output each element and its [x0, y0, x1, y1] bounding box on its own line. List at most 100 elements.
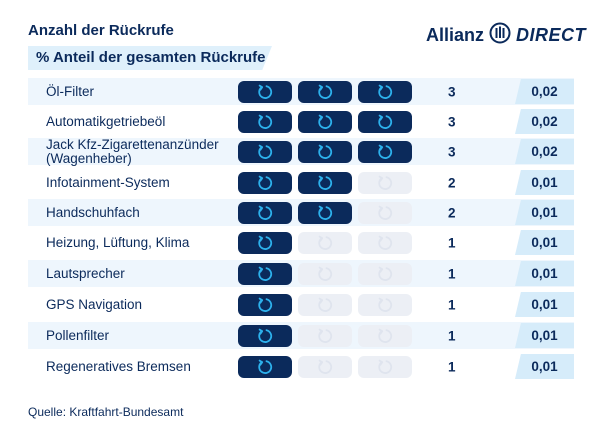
recall-pill-empty — [358, 171, 412, 194]
recall-pill-filled — [238, 140, 292, 163]
recall-refresh-icon — [318, 359, 333, 374]
recall-refresh-icon — [318, 144, 333, 159]
recall-share: 0,01 — [515, 261, 574, 286]
recall-refresh-icon — [318, 114, 333, 129]
recall-pill-empty — [298, 355, 352, 378]
table-row: Regeneratives Bremsen 1 0,01 — [28, 353, 574, 380]
recall-share: 0,01 — [515, 230, 574, 255]
allianz-eagle-icon — [489, 22, 511, 49]
recall-refresh-icon — [318, 328, 333, 343]
row-label: Handschuhfach — [46, 204, 140, 220]
recall-pill-filled — [358, 80, 412, 103]
recall-pill-empty — [358, 324, 412, 347]
row-label: Heizung, Lüftung, Klima — [46, 234, 190, 250]
recall-pill-filled — [298, 110, 352, 133]
recall-refresh-icon — [258, 114, 273, 129]
recall-refresh-icon — [258, 175, 273, 190]
recall-refresh-icon — [378, 205, 393, 220]
recall-pill-filled — [238, 171, 292, 194]
table-row: Öl-Filter 3 0,02 — [28, 78, 574, 105]
recall-pill-empty — [298, 324, 352, 347]
recall-refresh-icon — [258, 328, 273, 343]
recall-refresh-icon — [258, 235, 273, 250]
recall-pill-filled — [238, 293, 292, 316]
recall-share: 0,01 — [515, 200, 574, 225]
recall-pill-filled — [298, 171, 352, 194]
recall-count: 2 — [448, 175, 456, 190]
table-row: GPS Navigation 1 0,01 — [28, 291, 574, 318]
recall-share: 0,02 — [515, 79, 574, 104]
recall-share: 0,01 — [515, 292, 574, 317]
recall-refresh-icon — [258, 359, 273, 374]
recall-refresh-icon — [378, 114, 393, 129]
recall-pill-filled — [238, 231, 292, 254]
recall-pill-filled — [358, 110, 412, 133]
recall-refresh-icon — [318, 266, 333, 281]
table-row: Pollenfilter 1 0,01 — [28, 322, 574, 349]
recall-count: 1 — [448, 328, 456, 343]
recall-refresh-icon — [378, 297, 393, 312]
recall-pill-empty — [358, 262, 412, 285]
row-label: Infotainment-System — [46, 174, 170, 190]
recall-count: 2 — [448, 205, 456, 220]
recall-refresh-icon — [258, 144, 273, 159]
recall-pill-filled — [298, 201, 352, 224]
recall-pill-empty — [358, 231, 412, 254]
recall-count: 1 — [448, 266, 456, 281]
recall-count: 1 — [448, 359, 456, 374]
table-row: Automatikgetriebeöl 3 0,02 — [28, 108, 574, 135]
recall-refresh-icon — [258, 297, 273, 312]
recall-refresh-icon — [378, 84, 393, 99]
recall-refresh-icon — [258, 266, 273, 281]
allianz-direct-logo: Allianz DIRECT — [426, 22, 586, 48]
recall-refresh-icon — [378, 175, 393, 190]
table-row: Heizung, Lüftung, Klima 1 0,01 — [28, 229, 574, 256]
recall-share: 0,01 — [515, 323, 574, 348]
recall-pill-filled — [238, 80, 292, 103]
recall-refresh-icon — [258, 84, 273, 99]
recall-refresh-icon — [318, 297, 333, 312]
table-row: Handschuhfach 2 0,01 — [28, 199, 574, 226]
recall-pill-filled — [238, 201, 292, 224]
recall-refresh-icon — [318, 235, 333, 250]
logo-product: DIRECT — [516, 24, 587, 45]
recall-count: 3 — [448, 144, 456, 159]
table-row: Lautsprecher 1 0,01 — [28, 260, 574, 287]
table-row: Jack Kfz-Zigarettenanzünder (Wagenheber)… — [28, 136, 574, 166]
recall-refresh-icon — [318, 84, 333, 99]
recall-count: 3 — [448, 84, 456, 99]
chart-title: Anzahl der Rückrufe — [28, 22, 174, 39]
recall-pill-empty — [298, 231, 352, 254]
recall-pill-filled — [238, 355, 292, 378]
recall-share: 0,02 — [515, 139, 574, 164]
row-label: Lautsprecher — [46, 265, 125, 281]
recall-pill-filled — [238, 324, 292, 347]
row-label: Regeneratives Bremsen — [46, 358, 191, 374]
recall-pill-empty — [358, 355, 412, 378]
recall-refresh-icon — [318, 205, 333, 220]
recall-count: 3 — [448, 114, 456, 129]
recall-refresh-icon — [378, 266, 393, 281]
recall-share: 0,02 — [515, 109, 574, 134]
recall-refresh-icon — [318, 175, 333, 190]
recall-count: 1 — [448, 235, 456, 250]
recall-pill-filled — [298, 140, 352, 163]
recall-pill-filled — [238, 110, 292, 133]
recall-refresh-icon — [378, 328, 393, 343]
row-label: Pollenfilter — [46, 327, 110, 343]
row-label: Jack Kfz-Zigarettenanzünder (Wagenheber) — [46, 136, 219, 166]
logo-brand: Allianz — [426, 24, 485, 45]
row-label: Öl-Filter — [46, 83, 94, 99]
recall-refresh-icon — [378, 235, 393, 250]
table-row: Infotainment-System 2 0,01 — [28, 169, 574, 196]
recall-refresh-icon — [378, 144, 393, 159]
recall-refresh-icon — [258, 205, 273, 220]
recall-share: 0,01 — [515, 170, 574, 195]
source-note: Quelle: Kraftfahrt-Bundesamt — [28, 405, 184, 419]
recall-count: 1 — [448, 297, 456, 312]
recall-pill-empty — [298, 262, 352, 285]
row-label: Automatikgetriebeöl — [46, 113, 166, 129]
recall-pill-empty — [358, 293, 412, 316]
recall-pill-empty — [358, 201, 412, 224]
recall-pill-filled — [358, 140, 412, 163]
